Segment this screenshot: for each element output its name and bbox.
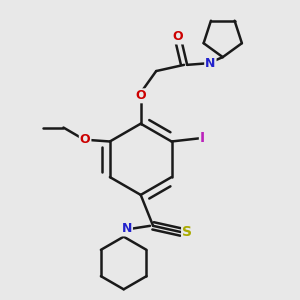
Text: O: O xyxy=(172,31,183,44)
Text: N: N xyxy=(205,57,216,70)
Text: O: O xyxy=(135,89,146,102)
Text: S: S xyxy=(182,225,192,239)
Text: O: O xyxy=(80,134,90,146)
Text: N: N xyxy=(122,222,132,236)
Text: I: I xyxy=(200,131,205,146)
